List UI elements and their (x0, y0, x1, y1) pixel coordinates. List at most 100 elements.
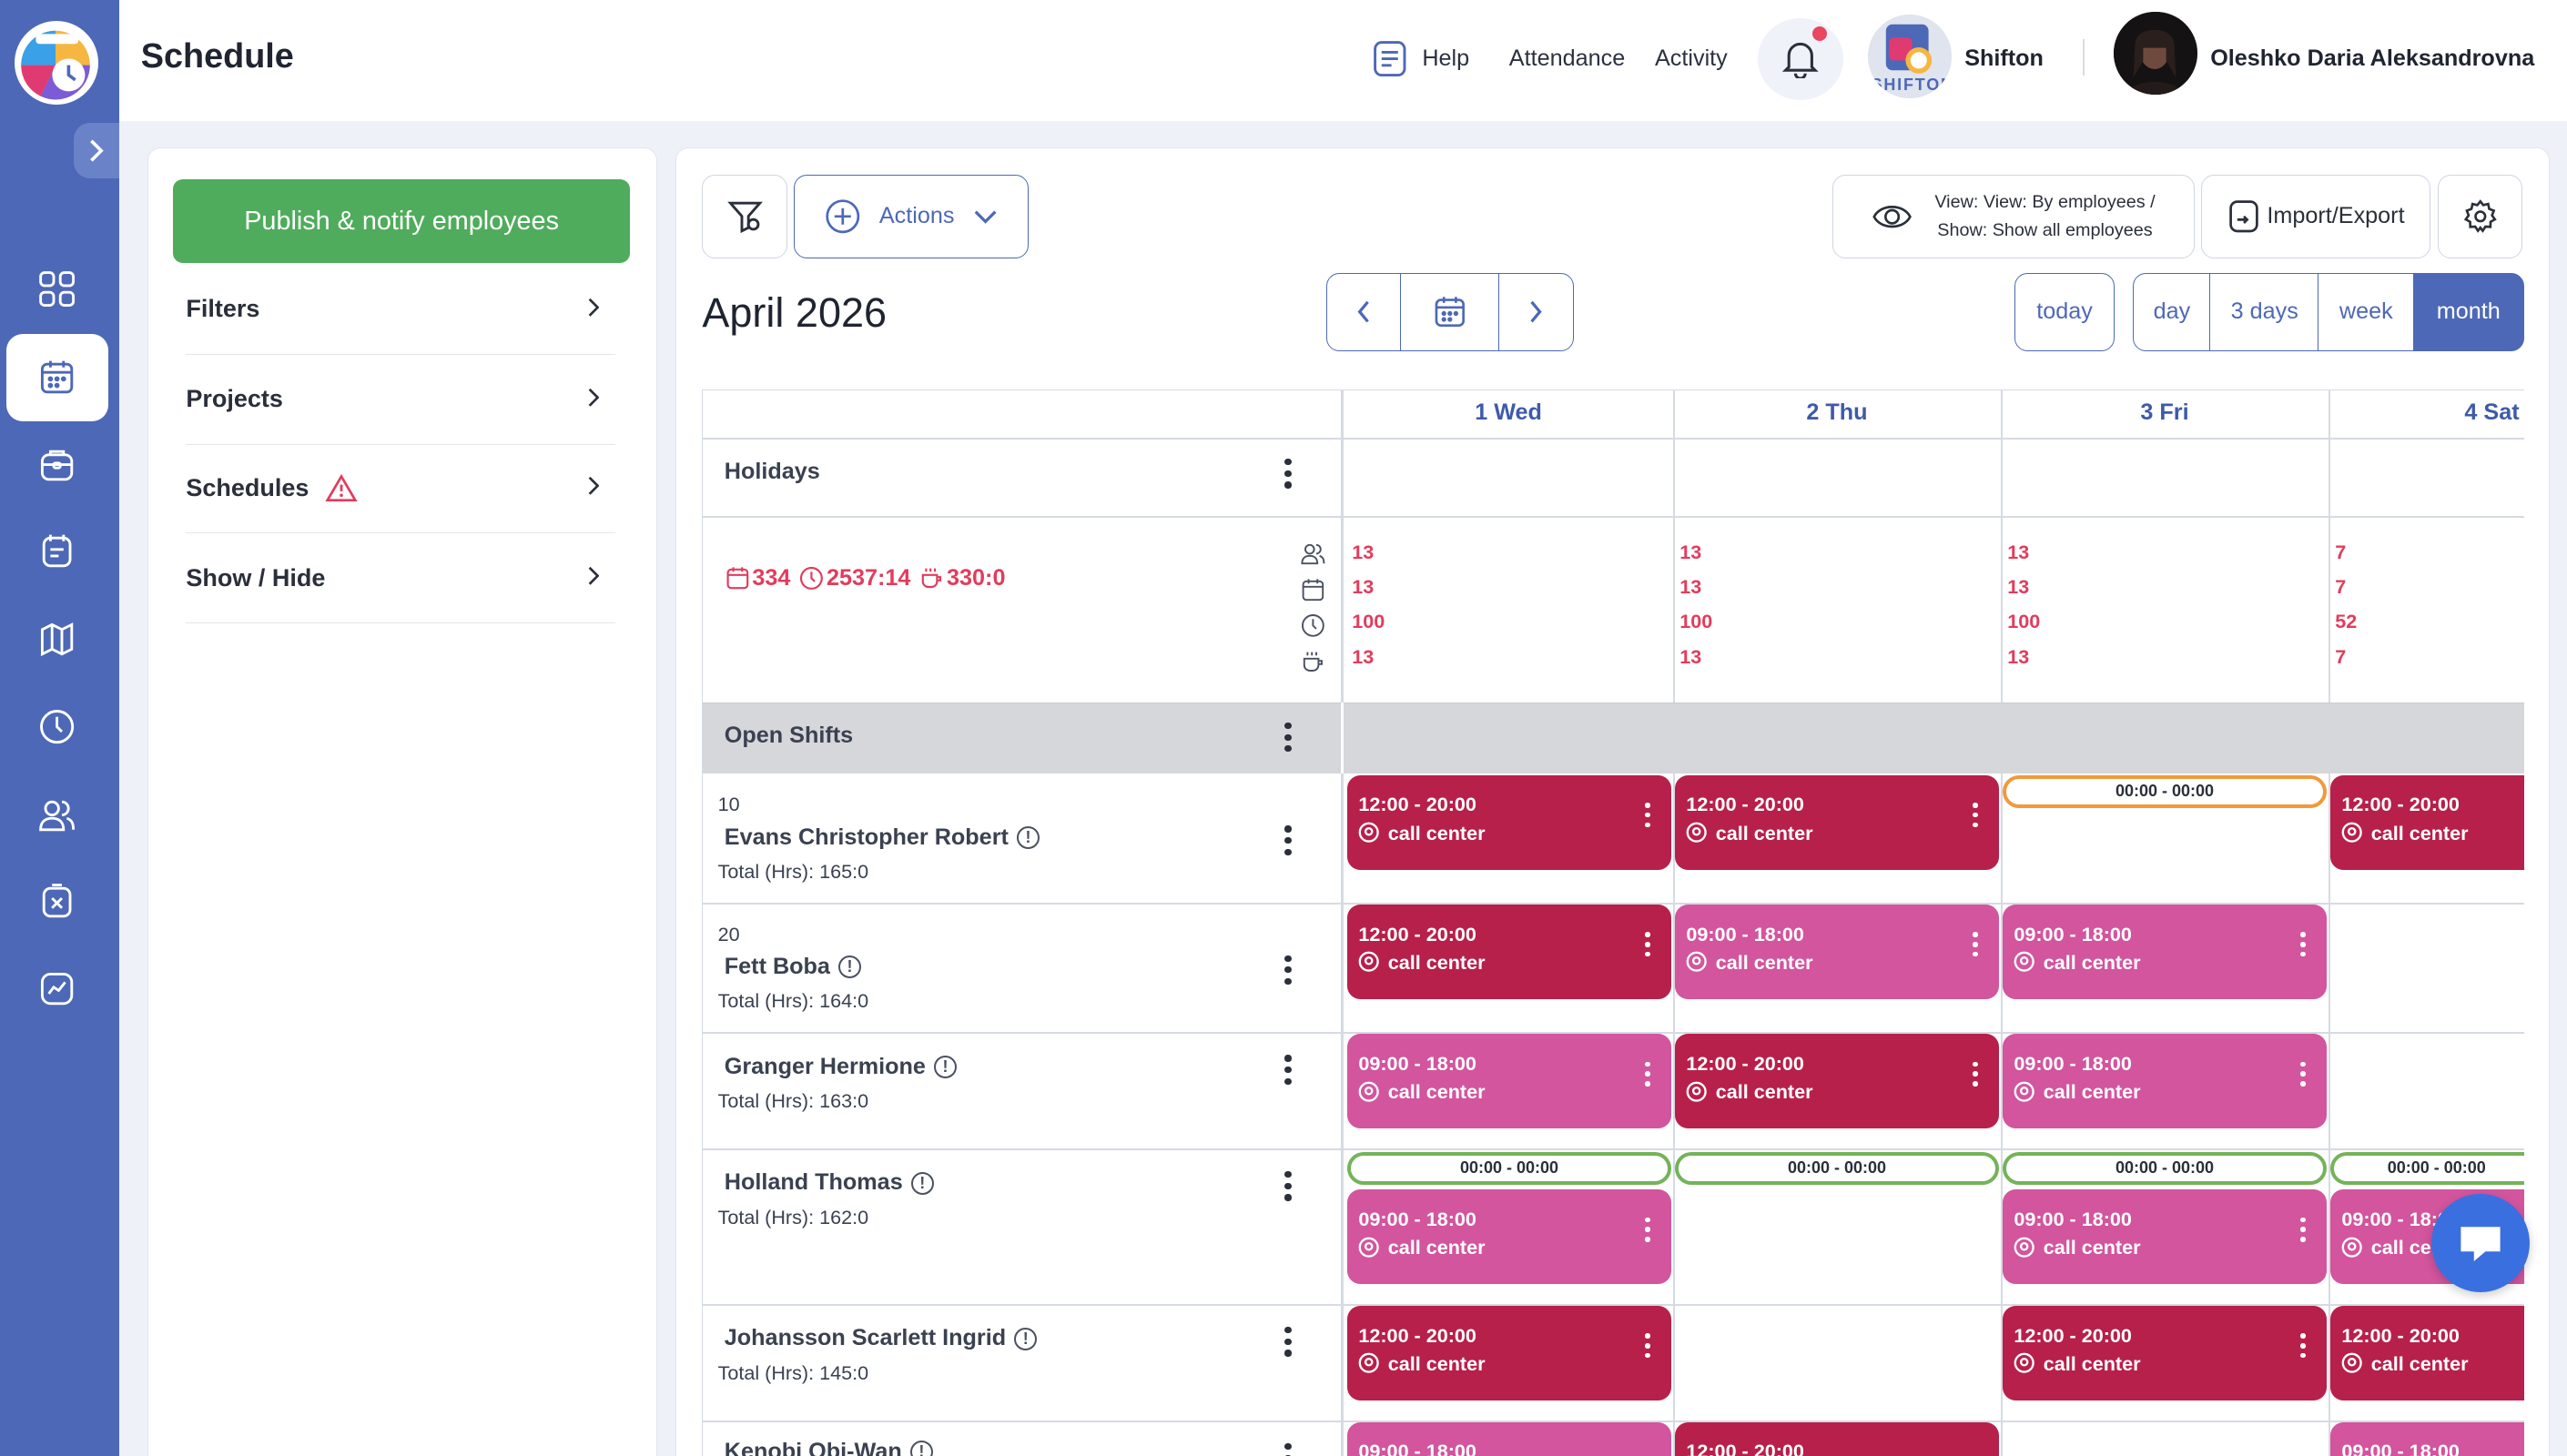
app-logo[interactable] (15, 21, 98, 106)
notifications-button[interactable] (1758, 17, 1843, 100)
nav-reports[interactable] (6, 945, 108, 1032)
nav-dashboard[interactable] (6, 246, 108, 332)
employee-menu-button[interactable] (1284, 955, 1294, 990)
company-name[interactable]: Shifton (1964, 46, 2044, 72)
shift-card[interactable]: 09:00 - 18:00 (1346, 1421, 1672, 1456)
shift-menu-icon[interactable] (1973, 1061, 1979, 1091)
shift-card[interactable]: 09:00 - 18:00 call center (1674, 904, 2000, 1000)
settings-button[interactable] (2437, 174, 2523, 258)
shift-menu-icon[interactable] (2300, 1217, 2307, 1247)
date-picker-button[interactable] (1400, 272, 1500, 352)
info-icon[interactable]: ! (1014, 1327, 1038, 1350)
today-button[interactable]: today (2014, 272, 2115, 352)
shift-card[interactable]: 12:00 - 20:00 call center (2329, 774, 2524, 870)
shift-menu-icon[interactable] (1645, 1217, 1651, 1247)
nav-employees[interactable] (6, 772, 108, 858)
nav-map[interactable] (6, 596, 108, 682)
shift-card[interactable]: 12:00 - 20:00 call center (1674, 1033, 2000, 1129)
shift-menu-icon[interactable] (2300, 1333, 2307, 1362)
open-shifts-label: Open Shifts (724, 722, 854, 748)
view-month-button[interactable]: month (2412, 272, 2524, 352)
activity-link[interactable]: Activity (1654, 46, 1728, 72)
company-avatar[interactable]: SHIFTON (1867, 15, 1952, 98)
nav-absences[interactable] (6, 858, 108, 945)
zero-shift-pill[interactable]: 00:00 - 00:00 (2002, 774, 2328, 808)
shift-card[interactable]: 12:00 - 20:00 call center (2002, 1305, 2328, 1401)
import-export-button[interactable]: Import/Export (2201, 174, 2431, 258)
filter-icon (726, 201, 763, 234)
employee-name[interactable]: Granger Hermione! (725, 1054, 958, 1080)
publish-button[interactable]: Publish & notify employees (173, 179, 631, 263)
nav-projects[interactable] (6, 421, 108, 508)
shift-menu-icon[interactable] (1973, 932, 1979, 961)
prev-button[interactable] (1326, 272, 1402, 352)
employee-menu-button[interactable] (1284, 1055, 1294, 1089)
view-day-button[interactable]: day (2132, 272, 2212, 352)
show-hide-item[interactable]: Show / Hide (186, 533, 615, 623)
shift-card[interactable]: 12:00 - 20:00 call center (1346, 904, 1672, 1000)
shift-card[interactable]: 12:00 - 20:00 (1674, 1421, 2000, 1456)
attendance-link[interactable]: Attendance (1508, 46, 1626, 72)
help-link[interactable]: Help (1372, 39, 1469, 78)
employee-name[interactable]: Fett Boba! (725, 954, 862, 980)
shift-card[interactable]: 12:00 - 20:00 call center (1674, 774, 2000, 870)
day-header-1[interactable]: 1 Wed (1475, 399, 1542, 426)
nav-schedule[interactable] (6, 334, 108, 421)
shift-menu-icon[interactable] (2300, 932, 2307, 961)
nav-tasks[interactable] (6, 508, 108, 594)
expand-sidebar-button[interactable] (74, 123, 120, 179)
view-3days-button[interactable]: 3 days (2209, 272, 2319, 352)
eye-icon (1872, 205, 1912, 228)
next-button[interactable] (1498, 272, 1574, 352)
info-icon[interactable]: ! (1016, 825, 1040, 849)
zero-shift-pill[interactable]: 00:00 - 00:00 (1346, 1151, 1672, 1185)
shift-card[interactable]: 09:00 - 18:00 (2329, 1421, 2524, 1456)
employee-menu-button[interactable] (1284, 1327, 1294, 1361)
shift-card[interactable]: 12:00 - 20:00 call center (2329, 1305, 2524, 1401)
employee-name[interactable]: Evans Christopher Robert! (725, 824, 1040, 851)
employee-menu-button[interactable] (1284, 1171, 1294, 1206)
day-header-4[interactable]: 4 Sat (2464, 399, 2520, 426)
info-icon[interactable]: ! (933, 1055, 958, 1078)
employee-name[interactable]: Holland Thomas! (725, 1169, 934, 1196)
shift-menu-icon[interactable] (1645, 803, 1651, 832)
info-icon[interactable]: ! (837, 955, 862, 979)
shift-menu-icon[interactable] (2300, 1061, 2307, 1091)
shift-card[interactable]: 09:00 - 18:00 call center (1346, 1033, 1672, 1129)
zero-shift-pill[interactable]: 00:00 - 00:00 (2002, 1151, 2328, 1185)
clock-icon (800, 567, 824, 591)
shift-card[interactable]: 09:00 - 18:00 call center (2002, 1188, 2328, 1285)
shift-menu-icon[interactable] (1645, 932, 1651, 961)
schedules-item[interactable]: Schedules (186, 443, 615, 533)
day-header-3[interactable]: 3 Fri (2140, 399, 2189, 426)
shift-card[interactable]: 09:00 - 18:00 call center (2002, 904, 2328, 1000)
employee-menu-button[interactable] (1284, 1442, 1294, 1456)
shift-menu-icon[interactable] (1973, 803, 1979, 832)
zero-shift-pill[interactable]: 00:00 - 00:00 (1674, 1151, 2000, 1185)
zero-shift-pill[interactable]: 00:00 - 00:00 (2329, 1151, 2524, 1185)
user-name[interactable]: Oleshko Daria Aleksandrovna (2210, 46, 2535, 72)
chat-button[interactable] (2431, 1194, 2531, 1293)
shift-card[interactable]: 09:00 - 18:00 call center (1346, 1188, 1672, 1285)
projects-item[interactable]: Projects (186, 355, 615, 445)
nav-time-tracking[interactable] (6, 683, 108, 770)
user-avatar[interactable] (2113, 11, 2197, 96)
shift-card[interactable]: 12:00 - 20:00 call center (1346, 1305, 1672, 1401)
shift-card[interactable]: 12:00 - 20:00 call center (1346, 774, 1672, 870)
holidays-menu-button[interactable] (1284, 459, 1294, 493)
employee-menu-button[interactable] (1284, 825, 1294, 860)
view-settings-button[interactable]: View: View: By employees / Show: Show al… (1832, 174, 2196, 258)
shift-menu-icon[interactable] (1645, 1061, 1651, 1091)
employee-name[interactable]: Johansson Scarlett Ingrid! (725, 1325, 1038, 1351)
employee-name[interactable]: Kenobi Obi-Wan! (725, 1439, 933, 1456)
open-shifts-menu-button[interactable] (1284, 722, 1294, 757)
actions-dropdown[interactable]: Actions (794, 174, 1029, 258)
shift-menu-icon[interactable] (1645, 1333, 1651, 1362)
filter-toggle-button[interactable] (702, 174, 787, 258)
filters-item[interactable]: Filters (186, 265, 615, 355)
day-header-2[interactable]: 2 Thu (1806, 399, 1868, 426)
shift-card[interactable]: 09:00 - 18:00 call center (2002, 1033, 2328, 1129)
info-icon[interactable]: ! (910, 1171, 934, 1195)
view-week-button[interactable]: week (2318, 272, 2415, 352)
info-icon[interactable]: ! (909, 1440, 933, 1456)
